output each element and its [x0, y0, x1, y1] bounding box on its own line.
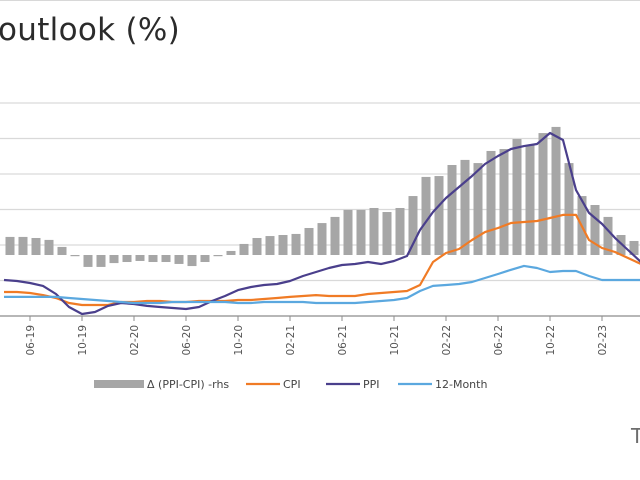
x-tick-label: 02-22: [441, 325, 453, 356]
delta-bar: [252, 237, 262, 255]
delta-bar: [369, 207, 379, 255]
series-line-ppi: [3, 131, 640, 316]
delta-bar: [564, 163, 574, 255]
delta-bar: [447, 165, 457, 255]
x-tick-label: 10-19: [77, 325, 89, 356]
delta-bar: [5, 236, 15, 255]
delta-bar: [122, 255, 132, 263]
delta-bar: [590, 205, 600, 255]
delta-bar: [57, 246, 67, 255]
delta-bar: [83, 255, 93, 267]
x-tick-label: 10-22: [545, 325, 557, 356]
cropped-text-fragment: T: [631, 424, 640, 448]
series-line-12-month: [4, 264, 640, 305]
delta-bar: [343, 209, 353, 255]
delta-bar: [395, 207, 405, 255]
delta-bar: [31, 237, 41, 255]
legend-label: 12-Month: [435, 378, 487, 391]
delta-bar: [96, 255, 106, 267]
delta-bar: [525, 145, 535, 255]
delta-bar: [473, 163, 483, 255]
delta-bar: [603, 216, 613, 255]
delta-bar: [109, 255, 119, 264]
delta-bar: [44, 239, 54, 255]
legend-swatch-bar: [94, 380, 144, 388]
x-tick-label: 10-21: [389, 325, 401, 356]
delta-bar: [278, 235, 288, 255]
delta-bar: [551, 126, 561, 255]
delta-bar: [434, 176, 444, 255]
delta-bar: [174, 255, 184, 264]
delta-bar: [421, 176, 431, 255]
delta-bar: [18, 236, 28, 255]
delta-bar: [200, 255, 210, 263]
delta-bar: [538, 133, 548, 255]
delta-bar: [291, 233, 301, 255]
x-tick-label: 02-23: [597, 325, 609, 356]
delta-bar: [486, 150, 496, 255]
delta-bar: [304, 227, 314, 255]
delta-bar: [161, 255, 171, 263]
legend-label: Δ (PPI-CPI) -rhs: [147, 378, 229, 391]
x-tick-label: 10-20: [233, 325, 245, 356]
delta-bar: [499, 149, 509, 255]
delta-bar: [70, 255, 80, 257]
x-tick-label: 06-20: [181, 325, 193, 356]
x-tick-label: 02-20: [129, 325, 141, 356]
delta-bar: [330, 216, 340, 255]
delta-bar: [356, 209, 366, 255]
delta-bar: [148, 255, 158, 263]
delta-bar: [317, 223, 327, 255]
delta-bar: [187, 255, 197, 267]
legend-label: PPI: [363, 378, 380, 391]
delta-bar: [226, 250, 236, 255]
delta-bar: [213, 255, 223, 257]
delta-bar: [135, 255, 145, 261]
x-tick-label: 06-21: [337, 325, 349, 356]
x-tick-label: 02-21: [285, 325, 297, 356]
delta-bar: [239, 243, 249, 255]
top-divider: [0, 0, 640, 1]
x-tick-label: 06-22: [493, 325, 505, 356]
delta-bar: [629, 240, 639, 255]
delta-bar: [512, 139, 522, 255]
delta-bar: [460, 159, 470, 255]
x-tick-label: 06-19: [25, 325, 37, 356]
delta-bar: [408, 196, 418, 255]
legend-label: CPI: [283, 378, 301, 391]
delta-bar: [382, 212, 392, 255]
chart-title: outlook (%): [0, 12, 181, 48]
delta-bar: [616, 235, 626, 255]
delta-bar: [265, 236, 275, 255]
